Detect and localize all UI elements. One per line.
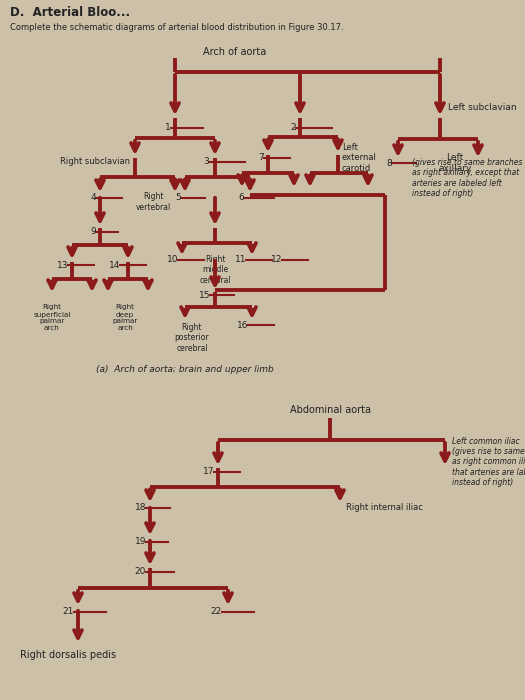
Text: 12: 12 (270, 256, 282, 265)
Text: Right
deep
palmar
arch: Right deep palmar arch (112, 304, 138, 332)
Text: 4: 4 (90, 193, 96, 202)
Text: 10: 10 (166, 256, 178, 265)
Text: Arch of aorta: Arch of aorta (203, 47, 267, 57)
Text: 2: 2 (290, 123, 296, 132)
Text: Right subclavian: Right subclavian (60, 158, 130, 167)
Text: 19: 19 (134, 538, 146, 547)
Text: 20: 20 (134, 568, 146, 577)
Text: 7: 7 (258, 153, 264, 162)
Text: Right
vertebral: Right vertebral (135, 193, 171, 211)
Text: 16: 16 (236, 321, 248, 330)
Text: (gives rise to same branches
as right axillary, except that
arteries are labeled: (gives rise to same branches as right ax… (412, 158, 522, 198)
Text: 13: 13 (57, 260, 68, 270)
Text: Complete the schematic diagrams of arterial blood distribution in Figure 30.17.: Complete the schematic diagrams of arter… (10, 24, 344, 32)
Text: 21: 21 (62, 608, 74, 617)
Text: 18: 18 (134, 503, 146, 512)
Text: Right
middle
cerebral: Right middle cerebral (199, 255, 231, 285)
Text: 14: 14 (109, 260, 120, 270)
Text: Right dorsalis pedis: Right dorsalis pedis (20, 650, 116, 660)
Text: 15: 15 (198, 290, 210, 300)
Text: 3: 3 (203, 158, 209, 167)
Text: Right
posterior
cerebral: Right posterior cerebral (175, 323, 209, 353)
Text: (a)  Arch of aorta; brain and upper limb: (a) Arch of aorta; brain and upper limb (96, 365, 274, 375)
Text: Left
axillary: Left axillary (438, 153, 471, 173)
Text: Abdominal aorta: Abdominal aorta (289, 405, 371, 415)
Text: D.  Arterial Bloo...: D. Arterial Bloo... (10, 6, 130, 18)
Text: 1: 1 (165, 123, 171, 132)
Text: 22: 22 (211, 608, 222, 617)
Text: 6: 6 (238, 193, 244, 202)
Text: Right internal iliac: Right internal iliac (346, 503, 423, 512)
Text: Left common iliac
(gives rise to same branches
as right common iliac, except
tha: Left common iliac (gives rise to same br… (452, 437, 525, 487)
Text: 9: 9 (90, 228, 96, 237)
Text: 8: 8 (386, 158, 392, 167)
Text: Left subclavian: Left subclavian (448, 104, 517, 113)
Text: 11: 11 (235, 256, 246, 265)
Text: Right
superficial
palmar
arch: Right superficial palmar arch (33, 304, 71, 332)
Text: 17: 17 (203, 468, 214, 477)
Text: Left
external
carotid: Left external carotid (342, 143, 377, 173)
Text: 5: 5 (175, 193, 181, 202)
